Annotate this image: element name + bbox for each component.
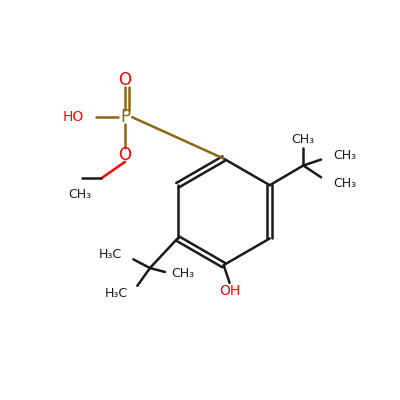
Text: CH₃: CH₃ [333,149,356,162]
Text: CH₃: CH₃ [172,268,195,280]
Text: O: O [118,71,132,89]
Text: P: P [120,108,130,126]
Text: CH₃: CH₃ [68,188,91,201]
Text: CH₃: CH₃ [292,133,315,146]
Text: OH: OH [219,284,240,298]
Text: CH₃: CH₃ [333,177,356,190]
Text: HO: HO [62,110,84,124]
Text: O: O [118,146,132,164]
Text: H₃C: H₃C [105,287,128,300]
Text: H₃C: H₃C [99,248,122,261]
